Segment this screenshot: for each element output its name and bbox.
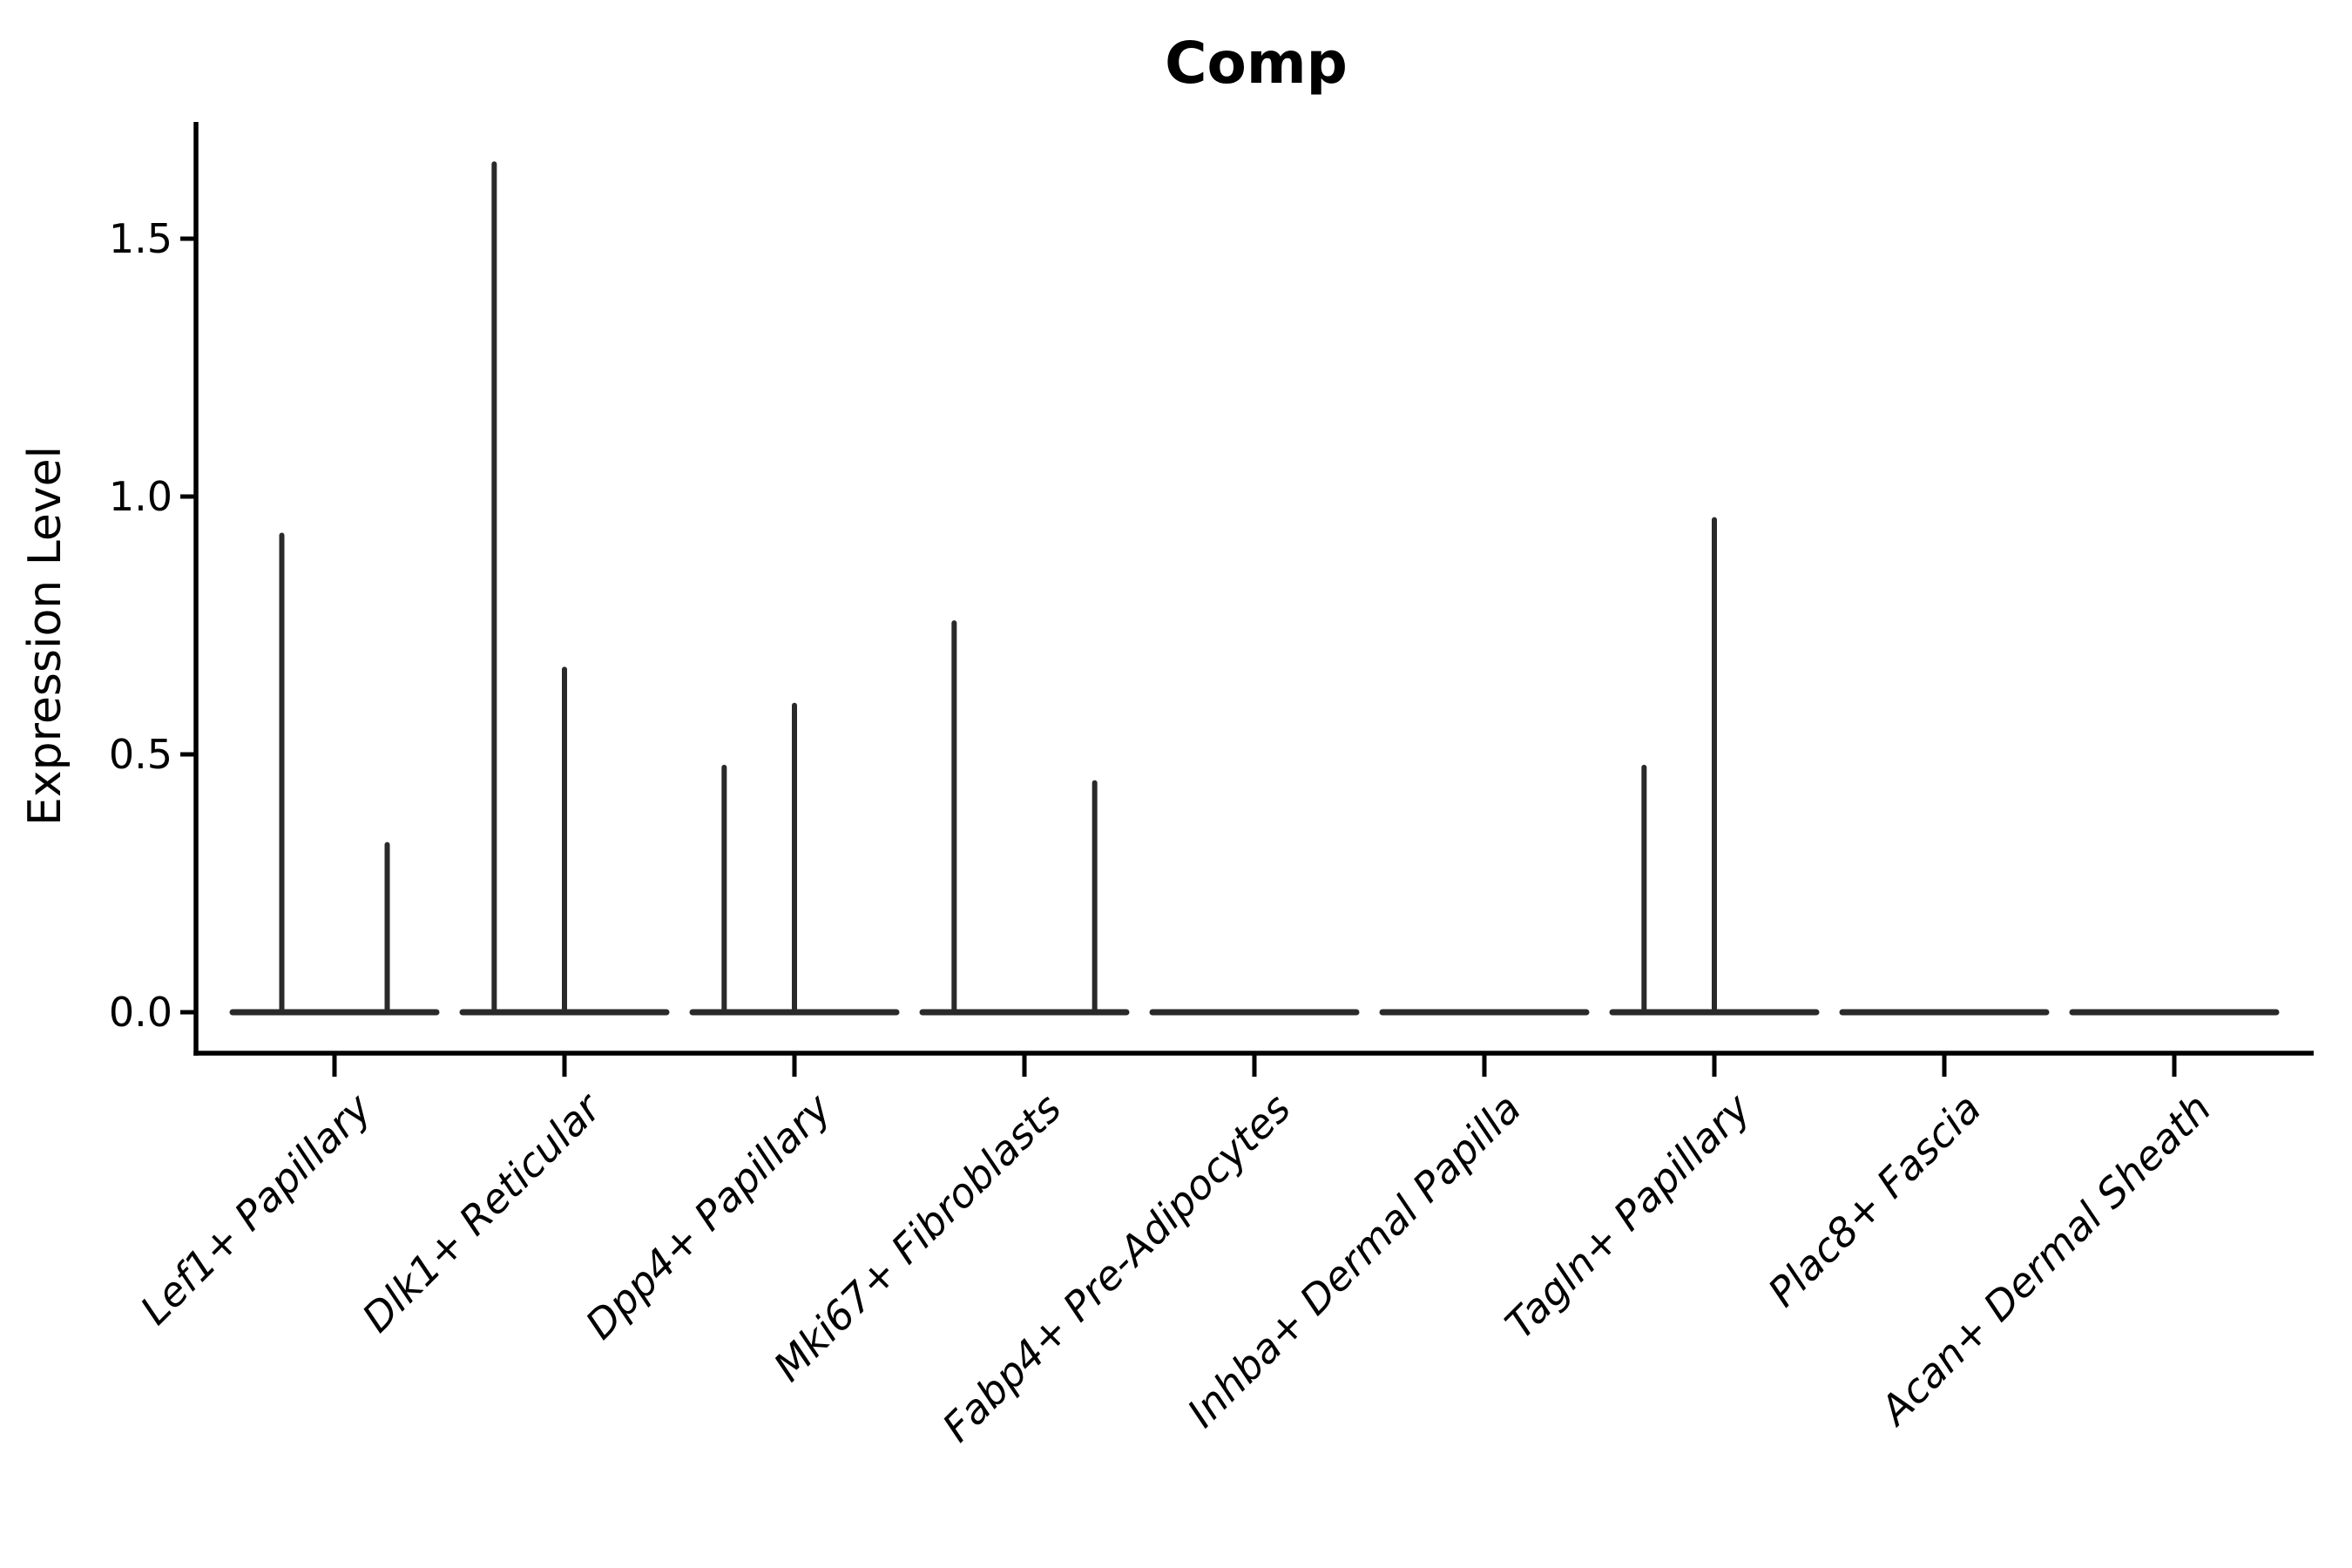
y-tick-label-0.0: 0.0 [108,989,172,1036]
y-tick-label-1.0: 1.0 [108,473,172,520]
y-tick-label-1.5: 1.5 [108,215,172,262]
y-tick-label-0.5: 0.5 [108,731,172,778]
chart-title: Comp [1165,30,1348,97]
